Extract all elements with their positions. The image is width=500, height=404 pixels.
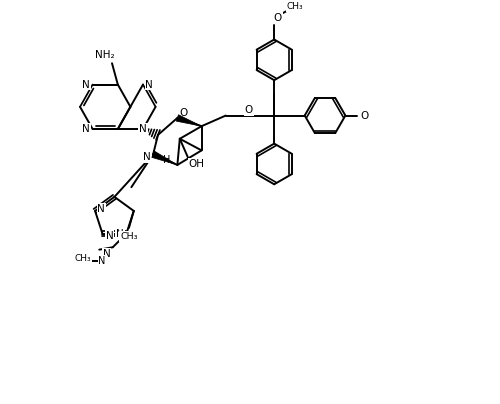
Text: N: N [146,80,153,90]
Text: O: O [360,111,369,120]
Text: N: N [106,231,114,241]
Text: N: N [98,204,105,213]
Text: H: H [163,155,170,165]
Text: N: N [116,229,124,239]
Text: CH₃: CH₃ [120,232,138,241]
Text: N: N [139,124,147,134]
Text: OH: OH [188,159,204,169]
Polygon shape [152,151,178,165]
Text: O: O [179,108,188,118]
Text: O: O [244,105,252,115]
Text: N: N [82,124,90,134]
Text: N: N [143,152,150,162]
Text: N: N [102,248,110,259]
Text: NH₂: NH₂ [95,50,114,60]
Text: CH₃: CH₃ [286,2,303,11]
Text: O: O [274,13,281,23]
Text: CH₃: CH₃ [74,254,91,263]
Text: N: N [82,80,90,90]
Text: N: N [98,256,106,266]
Polygon shape [176,115,202,126]
